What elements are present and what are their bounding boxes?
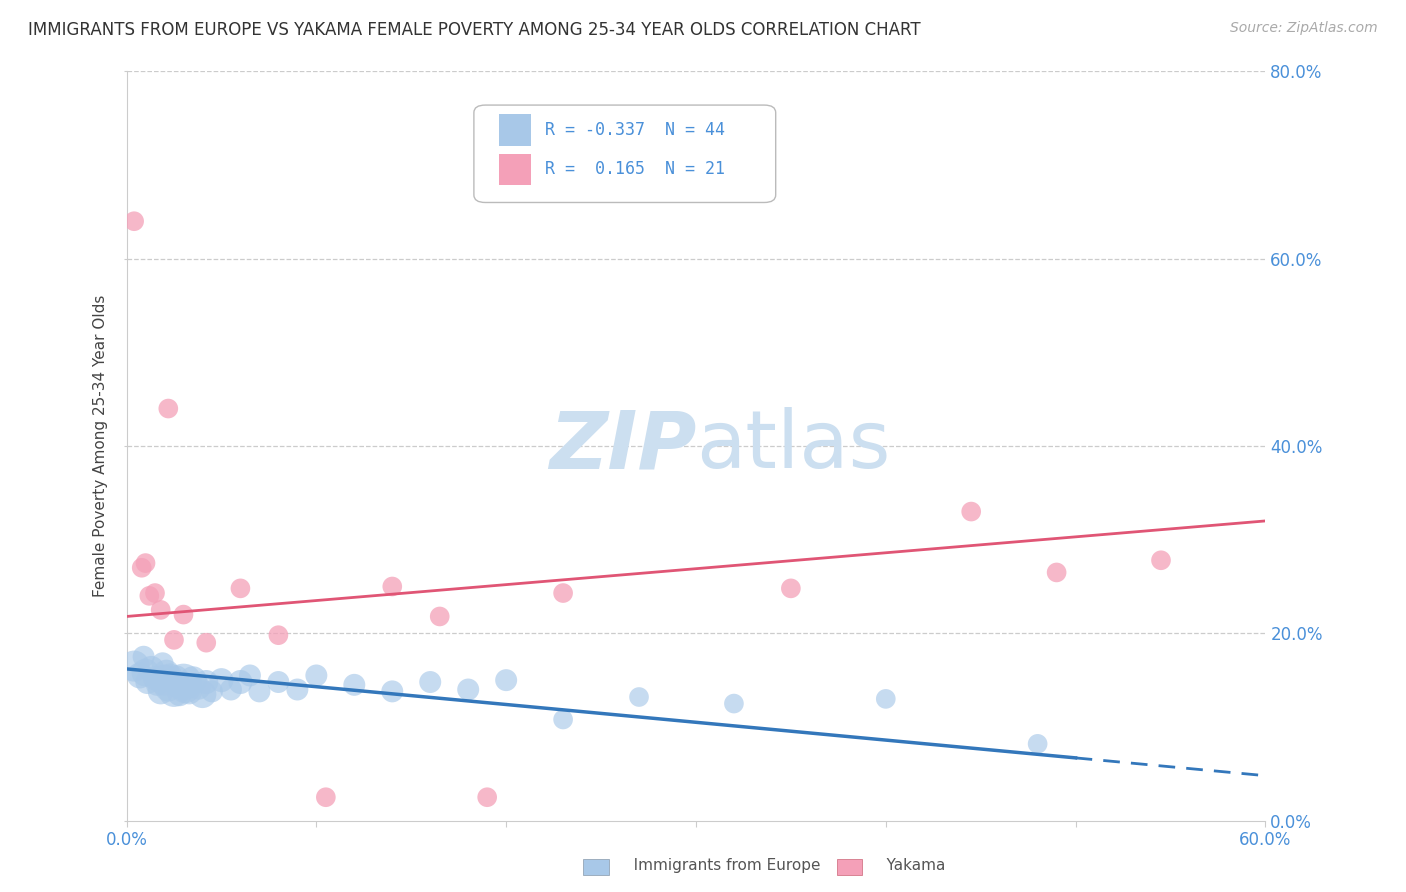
Point (141, 662, 163, 676)
Point (315, 790, 337, 805)
Text: Immigrants from Europe: Immigrants from Europe (619, 858, 820, 872)
Point (191, 687, 214, 701)
Point (165, 671, 187, 685)
Point (149, 603, 172, 617)
Point (211, 673, 233, 688)
Point (229, 675, 252, 690)
Point (135, 665, 156, 680)
Point (219, 682, 242, 697)
Bar (499, 153, 531, 186)
Point (195, 675, 218, 690)
Point (457, 682, 479, 697)
Point (152, 657, 174, 671)
Point (132, 649, 155, 664)
Point (187, 681, 209, 695)
Point (1046, 566, 1069, 580)
Point (136, 675, 159, 690)
Point (181, 673, 204, 688)
Text: Source: ZipAtlas.com: Source: ZipAtlas.com (1230, 21, 1378, 35)
Point (157, 401, 180, 416)
Point (179, 684, 201, 698)
Point (143, 586, 166, 600)
Point (477, 790, 499, 805)
Point (172, 675, 194, 690)
Point (287, 682, 309, 697)
Point (553, 586, 575, 600)
Point (149, 684, 172, 698)
FancyBboxPatch shape (474, 105, 776, 202)
Text: ZIP: ZIP (548, 407, 696, 485)
Point (381, 580, 404, 594)
Point (160, 675, 183, 690)
Point (135, 556, 156, 570)
Point (553, 713, 575, 727)
Point (174, 681, 197, 695)
Y-axis label: Female Poverty Among 25-34 Year Olds: Female Poverty Among 25-34 Year Olds (93, 295, 108, 597)
Point (723, 697, 745, 711)
Point (249, 684, 271, 698)
Point (169, 687, 191, 701)
Point (146, 678, 169, 692)
Point (153, 673, 176, 688)
Point (343, 678, 366, 692)
Text: R =  0.165  N = 21: R = 0.165 N = 21 (544, 161, 724, 178)
Point (779, 582, 801, 596)
Text: atlas: atlas (696, 407, 890, 485)
Point (122, 214, 145, 228)
Point (429, 609, 451, 624)
Point (155, 665, 177, 680)
Point (960, 505, 983, 519)
Point (201, 684, 224, 698)
Point (172, 607, 194, 622)
Point (159, 668, 181, 682)
Point (163, 684, 186, 698)
Point (143, 671, 166, 685)
Point (305, 668, 328, 682)
Point (122, 659, 145, 673)
Point (381, 684, 404, 698)
Point (138, 589, 160, 603)
Point (195, 635, 218, 649)
Text: IMMIGRANTS FROM EUROPE VS YAKAMA FEMALE POVERTY AMONG 25-34 YEAR OLDS CORRELATIO: IMMIGRANTS FROM EUROPE VS YAKAMA FEMALE … (28, 21, 921, 38)
Point (628, 690, 651, 704)
Point (875, 692, 897, 706)
Bar (499, 114, 531, 145)
Point (163, 632, 186, 647)
Point (157, 681, 180, 695)
Text: Yakama: Yakama (872, 858, 945, 872)
Point (1026, 737, 1049, 751)
Point (239, 668, 262, 682)
Point (131, 561, 153, 575)
Point (128, 668, 150, 682)
Point (229, 582, 252, 596)
Point (419, 675, 441, 690)
Point (1150, 553, 1173, 567)
Point (267, 675, 290, 690)
Point (495, 673, 517, 688)
Text: R = -0.337  N = 44: R = -0.337 N = 44 (544, 120, 724, 139)
Point (267, 628, 290, 642)
